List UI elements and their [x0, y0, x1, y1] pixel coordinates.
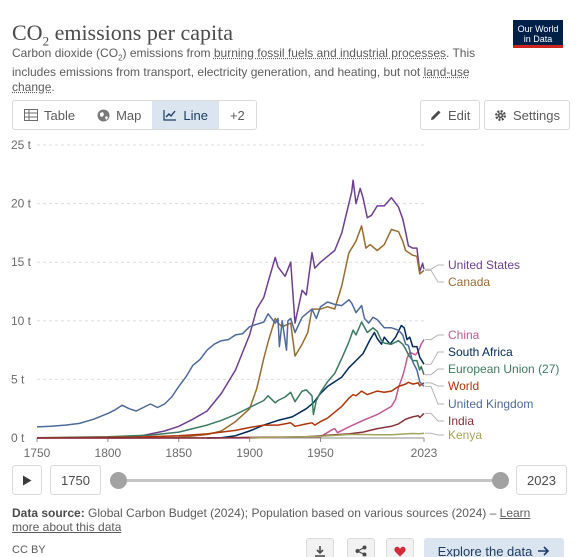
- land-use-change-link[interactable]: land-use change: [12, 65, 470, 95]
- y-tick-label: 15 t: [11, 255, 32, 269]
- play-button[interactable]: [12, 465, 42, 495]
- series-line[interactable]: [36, 381, 425, 439]
- start-year-handle[interactable]: [110, 472, 127, 489]
- series-line[interactable]: [249, 432, 425, 439]
- series-line[interactable]: [36, 298, 425, 428]
- label-connector: [425, 351, 444, 365]
- y-tick-label: 5 t: [11, 372, 25, 386]
- x-axis: 1750 1800 1850 1900 1950 2023: [24, 438, 438, 460]
- label-connector: [425, 382, 444, 387]
- x-tick-label: 1800: [95, 446, 122, 460]
- favorite-button[interactable]: [386, 538, 414, 557]
- y-axis: 0 t 5 t 10 t 15 t 20 t 25 t: [11, 138, 32, 445]
- settings-button[interactable]: Settings: [484, 100, 570, 130]
- x-tick-label: 1850: [165, 446, 192, 460]
- series-label[interactable]: European Union (27): [448, 362, 559, 376]
- download-button[interactable]: [306, 538, 334, 557]
- series-line[interactable]: [207, 324, 425, 439]
- label-connector: [425, 334, 444, 341]
- heart-icon: [394, 546, 406, 556]
- play-icon: [23, 475, 32, 485]
- license[interactable]: CC BY: [12, 544, 46, 556]
- end-year-box[interactable]: 2023: [516, 465, 567, 495]
- label-connector: [425, 264, 444, 270]
- explore-data-button[interactable]: Explore the data: [424, 538, 564, 557]
- explore-label: Explore the data: [437, 543, 533, 557]
- label-connector: [425, 432, 444, 436]
- edit-button[interactable]: Edit: [420, 100, 481, 130]
- table-icon: [24, 109, 38, 121]
- timeline: 1750 2023: [12, 465, 574, 497]
- fossil-fuels-link[interactable]: burning fossil fuels and industrial proc…: [213, 46, 446, 60]
- owid-logo[interactable]: Our World in Data: [513, 20, 563, 48]
- label-connector: [425, 385, 444, 405]
- y-tick-label: 20 t: [11, 197, 32, 211]
- series-line[interactable]: [107, 225, 425, 439]
- edit-label: Edit: [448, 107, 471, 123]
- tab-more[interactable]: +2: [219, 101, 256, 129]
- line-chart: 0 t5 t10 t15 t20 t25 t 1750 1800 1850 1900 1…: [11, 138, 559, 460]
- settings-label: Settings: [513, 107, 560, 123]
- series-label[interactable]: United States: [448, 258, 520, 272]
- tab-table[interactable]: Table: [13, 101, 86, 129]
- series-labels: United States Canada China South Africa Euro…: [425, 258, 559, 442]
- tab-line[interactable]: Line: [152, 101, 219, 129]
- x-tick-label: 1900: [236, 446, 263, 460]
- line-chart-icon: [163, 110, 177, 121]
- arrow-right-icon: [538, 546, 550, 556]
- tab-map-label: Map: [116, 107, 142, 123]
- learn-more-link[interactable]: Learn more about this data: [12, 506, 531, 534]
- timeline-track[interactable]: [118, 479, 500, 482]
- y-tick-label: 0 t: [11, 431, 25, 445]
- series-label[interactable]: China: [448, 328, 480, 342]
- share-icon: [355, 545, 367, 557]
- x-tick-label: 1950: [307, 446, 334, 460]
- tab-line-label: Line: [183, 107, 208, 123]
- series-label[interactable]: World: [448, 379, 479, 393]
- share-button[interactable]: [347, 538, 375, 557]
- label-connector: [425, 412, 444, 422]
- chart-title: CO2 emissions per capita: [12, 20, 233, 49]
- pencil-icon: [431, 110, 441, 120]
- end-year-handle[interactable]: [492, 472, 509, 489]
- series-line[interactable]: [36, 321, 425, 439]
- series-label[interactable]: United Kingdom: [448, 397, 533, 411]
- chart-subtitle: Carbon dioxide (CO2) emissions from burn…: [12, 46, 476, 95]
- series-line[interactable]: [37, 339, 425, 439]
- x-tick-label: 1750: [24, 446, 51, 460]
- series-label[interactable]: Canada: [448, 275, 490, 289]
- tab-map[interactable]: Map: [86, 101, 152, 129]
- tab-table-label: Table: [44, 107, 76, 123]
- y-tick-label: 25 t: [11, 138, 32, 152]
- gear-icon: [495, 109, 506, 121]
- globe-icon: [97, 109, 110, 121]
- y-tick-label: 10 t: [11, 314, 32, 328]
- download-icon: [315, 546, 325, 557]
- data-source: Data source: Global Carbon Budget (2024)…: [12, 506, 531, 534]
- series-label[interactable]: Kenya: [448, 428, 482, 442]
- series-label[interactable]: South Africa: [448, 345, 513, 359]
- series-label[interactable]: India: [448, 414, 474, 428]
- x-tick-label: 2023: [411, 446, 438, 460]
- label-connector: [425, 368, 444, 376]
- start-year-box[interactable]: 1750: [50, 465, 101, 495]
- chart-tabs: Table Map Line +2: [12, 100, 257, 130]
- series-line[interactable]: [107, 179, 425, 439]
- label-connector: [425, 269, 444, 283]
- series-lines: [36, 179, 425, 439]
- tab-more-label: +2: [229, 107, 245, 123]
